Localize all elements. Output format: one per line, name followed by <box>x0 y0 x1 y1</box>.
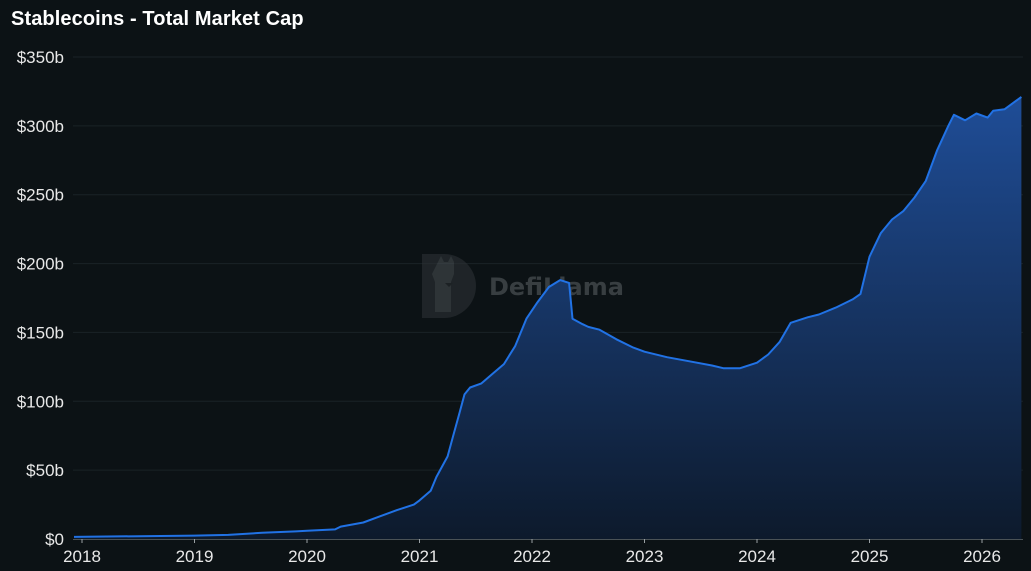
y-tick-label: $100b <box>17 392 64 411</box>
x-tick-label: 2023 <box>626 547 664 566</box>
series-line <box>73 96 1022 538</box>
x-tick-label: 2022 <box>513 547 551 566</box>
x-tick-label: 2024 <box>738 547 776 566</box>
x-tick-label: 2020 <box>288 547 326 566</box>
x-tick-label: 2021 <box>401 547 439 566</box>
y-axis: $0 $50b $100b $150b $200b $250b $300b $350b <box>17 48 64 549</box>
y-tick-label: $300b <box>17 117 64 136</box>
y-tick-label: $50b <box>26 461 64 480</box>
y-tick-label: $250b <box>17 186 64 205</box>
chart-title: Stablecoins - Total Market Cap <box>11 8 304 30</box>
x-tick-label: 2018 <box>63 547 101 566</box>
x-tick-label: 2019 <box>176 547 214 566</box>
x-tick-label: 2025 <box>851 547 889 566</box>
y-tick-label: $350b <box>17 48 64 67</box>
area-fill <box>74 96 1022 540</box>
y-tick-label: $150b <box>17 323 64 342</box>
x-axis: 2018 2019 2020 2021 2022 2023 2024 2025 2026 <box>63 539 1023 566</box>
y-tick-label: $200b <box>17 255 64 274</box>
y-tick-label: $0 <box>45 530 64 549</box>
x-tick-label: 2026 <box>963 547 1001 566</box>
llama-logo-icon <box>422 254 476 318</box>
